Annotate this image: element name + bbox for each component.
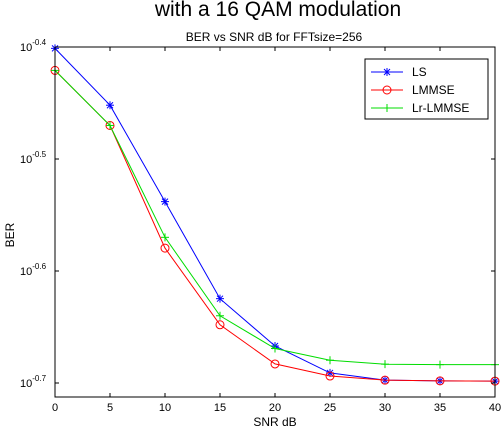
x-tick-label: 25	[324, 402, 336, 414]
figure-suptitle: with a 16 QAM modulation	[154, 0, 401, 21]
y-tick-base: 10	[20, 42, 32, 54]
x-tick-label: 10	[159, 402, 171, 414]
data-point-lr-lmmse	[216, 311, 224, 320]
data-point-lmmse	[325, 371, 335, 381]
plot-frame	[54, 46, 496, 398]
data-point-lmmse	[215, 320, 225, 330]
y-tick-exponent: -0.6	[32, 262, 46, 271]
data-point-lr-lmmse	[326, 356, 334, 365]
data-point-lr-lmmse	[106, 121, 114, 130]
series-line-lmmse	[54, 70, 496, 382]
data-point-ls	[216, 294, 224, 303]
legend-marker	[383, 68, 391, 76]
y-axis-label: BER	[3, 222, 17, 247]
legend-marker	[383, 104, 391, 112]
legend-item-lmmse: LMMSE	[371, 83, 455, 97]
data-point-lmmse	[160, 243, 170, 253]
legend-label: LS	[412, 65, 427, 79]
legend-item-ls: LS	[371, 65, 427, 79]
data-point-lmmse	[270, 359, 280, 369]
x-tick-label: 0	[52, 402, 58, 414]
x-tick-label: 15	[214, 402, 226, 414]
y-tick-exponent: -0.4	[32, 38, 46, 47]
y-tick-label: 10-0.5	[20, 150, 47, 166]
data-point-ls	[106, 101, 114, 110]
legend-marker	[382, 85, 392, 95]
x-tick-label: 40	[489, 402, 501, 414]
x-tick-label: 30	[379, 402, 391, 414]
data-point-lr-lmmse	[271, 344, 279, 353]
y-tick-exponent: -0.7	[32, 374, 46, 383]
data-point-lmmse	[380, 375, 390, 385]
y-tick-base: 10	[20, 154, 32, 166]
y-tick-exponent: -0.5	[32, 150, 46, 159]
data-point-ls	[161, 197, 169, 206]
data-point-lr-lmmse	[381, 360, 389, 369]
y-tick-label: 10-0.4	[20, 38, 47, 54]
legend: LS LMMSE Lr-LMMSE	[364, 58, 489, 120]
series-layer	[50, 44, 500, 386]
x-tick-label: 20	[269, 402, 281, 414]
legend-label: LMMSE	[412, 83, 455, 97]
legend-label: Lr-LMMSE	[412, 101, 469, 115]
chart-title: BER vs SNR dB for FFTsize=256	[186, 30, 363, 44]
data-point-lmmse	[435, 376, 445, 386]
y-tick-base: 10	[20, 266, 32, 278]
data-point-lr-lmmse	[161, 233, 169, 242]
legend-box	[364, 58, 489, 120]
y-tick-label: 10-0.7	[20, 374, 47, 390]
series-lr-lmmse	[51, 66, 499, 369]
x-tick-label: 5	[107, 402, 113, 414]
x-axis-label: SNR dB	[253, 415, 296, 429]
data-point-lr-lmmse	[436, 360, 444, 369]
y-tick-base: 10	[20, 378, 32, 390]
x-tick-label: 35	[434, 402, 446, 414]
y-tick-label: 10-0.6	[20, 262, 47, 278]
legend-item-lr-lmmse: Lr-LMMSE	[371, 101, 469, 115]
